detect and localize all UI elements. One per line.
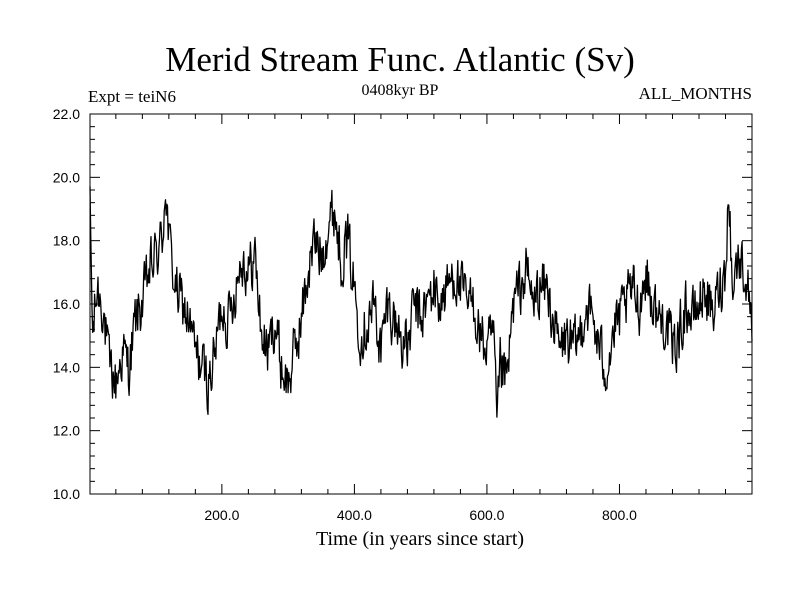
plot-frame <box>89 113 753 495</box>
chart-subtitle: 0408kyr BP <box>361 82 439 99</box>
tick-labels-layer: 10.0 12.0 14.0 16.0 18.0 20.0 22.0 200.0 400.0 60… <box>53 106 637 523</box>
series-layer <box>89 186 753 418</box>
y-tick-label: 12.0 <box>53 423 80 439</box>
x-tick-label: 400.0 <box>337 507 372 523</box>
x-tick-label: 200.0 <box>204 507 239 523</box>
x-tick-label: 800.0 <box>602 507 637 523</box>
x-axis-label: Time (in years since start) <box>315 528 525 550</box>
ticks-layer <box>90 113 752 495</box>
series-line-atlantic-moc <box>89 186 753 418</box>
experiment-label: Expt = teiN6 <box>88 87 176 106</box>
y-tick-label: 14.0 <box>53 359 80 375</box>
y-tick-label: 16.0 <box>53 296 80 312</box>
y-tick-label: 10.0 <box>53 486 80 502</box>
x-tick-label: 600.0 <box>469 507 504 523</box>
months-label: ALL_MONTHS <box>638 84 752 103</box>
y-tick-label: 18.0 <box>53 233 80 249</box>
y-tick-label: 22.0 <box>53 106 80 122</box>
y-tick-label: 20.0 <box>53 169 80 185</box>
chart-title: Merid Stream Func. Atlantic (Sv) <box>165 40 635 79</box>
